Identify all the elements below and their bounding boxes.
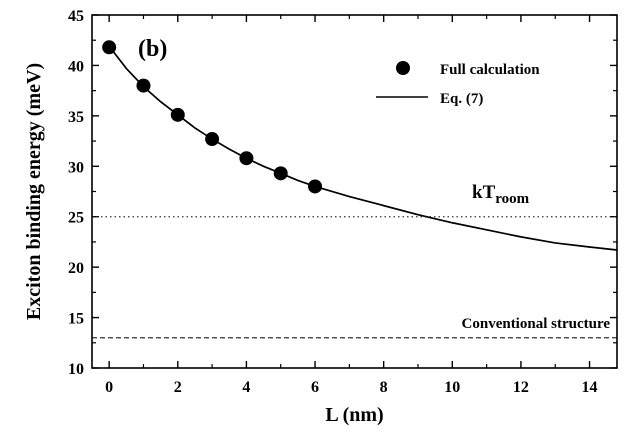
plot-frame [91,14,618,369]
y-tick-label: 15 [68,311,84,328]
conventional-structure-label: Conventional structure [462,316,611,332]
y-tick-label: 25 [68,210,84,227]
data-point-full-calculation [102,40,117,55]
data-point-full-calculation [136,78,151,93]
kt-room-label-sub: room [495,191,529,207]
x-tick-label: 6 [311,379,319,396]
x-tick-label: 12 [513,379,529,396]
data-point-full-calculation [273,166,288,181]
y-tick-label: 40 [68,58,84,75]
x-axis-title: L (nm) [325,404,383,426]
legend-label-eq7: Eq. (7) [440,91,483,107]
points-layer [102,40,323,194]
kt-room-label: kTroom [472,182,530,207]
series-line-eq7 [108,45,618,251]
legend: Full calculation Eq. (7) [376,61,540,107]
panel-label: (b) [138,36,167,62]
x-tick-label: 8 [380,379,388,396]
data-point-full-calculation [308,179,323,194]
data-point-full-calculation [170,107,185,122]
curve-layer [108,45,618,251]
y-tick-label: 10 [68,361,84,378]
x-tick-label: 0 [105,379,113,396]
data-point-full-calculation [239,151,254,166]
y-axis-title: Exciton binding energy (meV) [23,63,45,320]
x-tick-label: 14 [582,379,598,396]
data-point-full-calculation [205,132,220,147]
x-tick-label: 2 [174,379,182,396]
reference-lines [92,216,617,339]
y-tick-label: 30 [68,159,84,176]
y-tick-label: 20 [68,260,84,277]
legend-label-full-calculation: Full calculation [440,62,540,78]
x-tick-label: 10 [444,379,460,396]
kt-room-label-main: kT [472,182,496,203]
y-tick-label: 35 [68,109,84,126]
legend-marker-full-calculation [396,61,410,75]
y-tick-label: 45 [68,8,84,25]
x-tick-label: 4 [242,379,250,396]
